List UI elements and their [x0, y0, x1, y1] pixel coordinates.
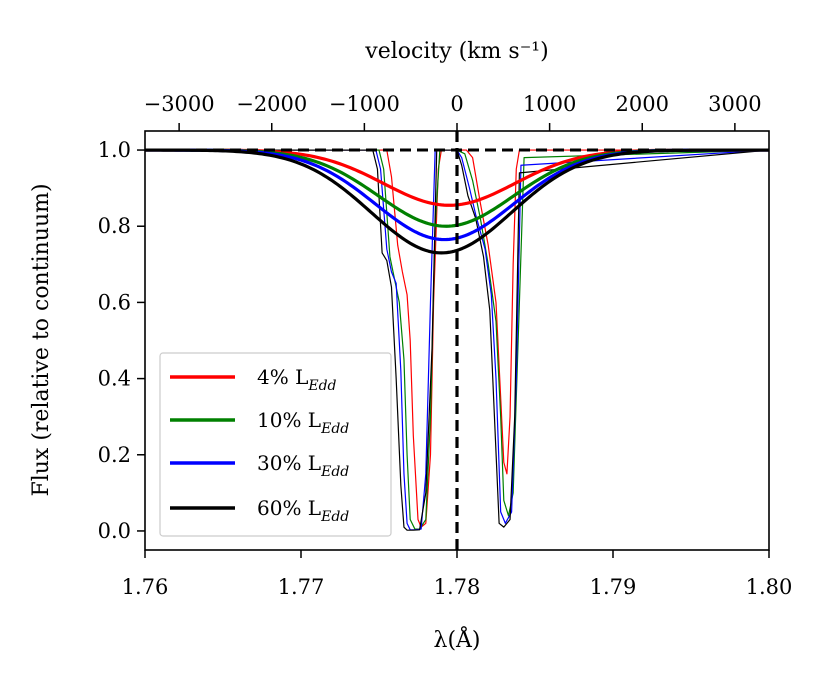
top-tick-label: 2000	[616, 92, 669, 116]
y-tick-label: 0.4	[98, 367, 131, 391]
x-tick-label: 1.76	[122, 575, 169, 599]
legend-frame	[159, 352, 392, 537]
x-axis-label: λ(Å)	[434, 625, 481, 653]
top-tick-label: −3000	[144, 92, 215, 116]
legend-label: 30% LEdd	[257, 451, 349, 480]
legend-label: 60% LEdd	[257, 496, 349, 525]
legend-item: 10% LEdd	[170, 408, 349, 437]
top-tick-label: 3000	[708, 92, 761, 116]
y-tick-label: 0.6	[98, 290, 131, 314]
x-tick-label: 1.80	[746, 575, 793, 599]
top-tick-label: −1000	[329, 92, 400, 116]
y-tick-label: 1.0	[98, 138, 131, 162]
x-tick-label: 1.77	[278, 575, 325, 599]
legend: 4% LEdd 10% LEdd 30% LEdd 60% LEdd	[159, 352, 392, 537]
y-axis-ticks: 0.0 0.2 0.4 0.6 0.8 1.0	[98, 138, 145, 543]
legend-item: 60% LEdd	[170, 496, 349, 525]
plot-series	[145, 131, 769, 550]
top-tick-label: 0	[450, 92, 463, 116]
y-tick-label: 0.2	[98, 443, 131, 467]
x-axis-ticks: 1.76 1.77 1.78 1.79 1.80	[122, 550, 793, 599]
narrow-line-series	[145, 149, 769, 531]
top-axis-ticks: −3000 −2000 −1000 0 1000 2000 3000	[144, 92, 762, 131]
legend-item: 4% LEdd	[170, 365, 337, 394]
y-tick-label: 0.0	[98, 519, 131, 543]
x-tick-label: 1.79	[590, 575, 637, 599]
top-axis-label: velocity (km s⁻¹)	[364, 39, 548, 64]
y-axis-label: Flux (relative to continuum)	[29, 183, 54, 496]
top-tick-label: −2000	[236, 92, 307, 116]
y-tick-label: 0.8	[98, 214, 131, 238]
top-tick-label: 1000	[523, 92, 576, 116]
legend-label: 10% LEdd	[257, 408, 349, 437]
x-tick-label: 1.78	[434, 575, 481, 599]
plot-frame	[144, 130, 770, 551]
legend-label: 4% LEdd	[257, 365, 337, 394]
legend-item: 30% LEdd	[170, 451, 349, 480]
